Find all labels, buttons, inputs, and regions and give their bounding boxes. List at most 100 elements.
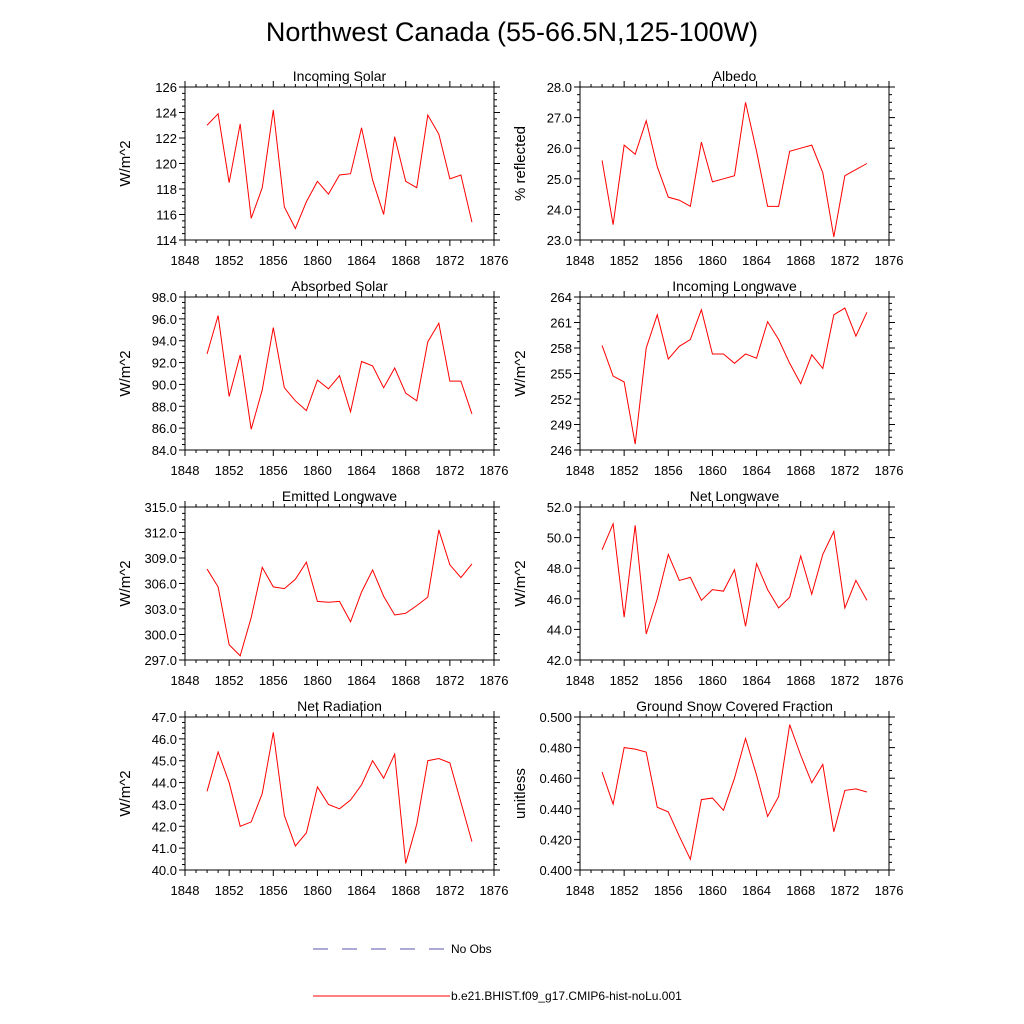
- x-tick-label-ground-snow-covered-fraction: 1864: [742, 883, 771, 898]
- panel-incoming-longwave: Incoming Longwave 1848 1852 1856 1860 1864 186…: [512, 278, 903, 478]
- panel-emitted-longwave: Emitted Longwave 1848 1852 1856 1860 1864 1868…: [117, 488, 508, 688]
- x-tick-label-emitted-longwave: 1848: [171, 673, 200, 688]
- x-tick-label-net-longwave: 1852: [610, 673, 639, 688]
- panel-title-albedo: Albedo: [713, 68, 757, 84]
- y-tick-label-albedo: 26.0: [547, 141, 572, 156]
- x-tick-label-net-longwave: 1856: [654, 673, 683, 688]
- x-tick-label-incoming-longwave: 1864: [742, 463, 771, 478]
- y-tick-label-net-radiation: 45.0: [152, 754, 177, 769]
- x-tick-label-incoming-solar: 1872: [435, 253, 464, 268]
- y-tick-label-net-radiation: 43.0: [152, 797, 177, 812]
- x-tick-label-absorbed-solar: 1876: [480, 463, 509, 478]
- panel-title-absorbed-solar: Absorbed Solar: [291, 278, 388, 294]
- y-tick-label-net-longwave: 42.0: [547, 653, 572, 668]
- y-tick-label-net-radiation: 47.0: [152, 710, 177, 725]
- y-tick-label-ground-snow-covered-fraction: 0.480: [539, 741, 572, 756]
- y-axis-label-emitted-longwave: W/m^2: [117, 560, 134, 606]
- x-tick-label-ground-snow-covered-fraction: 1876: [875, 883, 904, 898]
- x-tick-label-incoming-solar: 1852: [215, 253, 244, 268]
- y-tick-label-ground-snow-covered-fraction: 0.400: [539, 863, 572, 878]
- x-tick-label-albedo: 1876: [875, 253, 904, 268]
- y-axis-label-incoming-solar: W/m^2: [117, 140, 134, 186]
- y-tick-label-emitted-longwave: 303.0: [144, 602, 177, 617]
- x-tick-label-net-radiation: 1848: [171, 883, 200, 898]
- legend-label-model-run: b.e21.BHIST.f09_g17.CMIP6-hist-noLu.001: [451, 989, 682, 1003]
- y-tick-label-absorbed-solar: 88.0: [152, 399, 177, 414]
- panel-net-radiation: Net Radiation 1848 1852 1856 1860 1864 1868 187…: [117, 698, 508, 898]
- y-axis-label-absorbed-solar: W/m^2: [117, 350, 134, 396]
- y-tick-label-albedo: 27.0: [547, 111, 572, 126]
- y-tick-label-net-longwave: 50.0: [547, 531, 572, 546]
- y-tick-label-absorbed-solar: 86.0: [152, 421, 177, 436]
- x-tick-label-albedo: 1864: [742, 253, 771, 268]
- x-tick-label-net-longwave: 1876: [875, 673, 904, 688]
- panel-albedo: Albedo 1848 1852 1856 1860 1864 1868 1872 1876 23…: [512, 68, 903, 268]
- x-tick-label-net-radiation: 1864: [347, 883, 376, 898]
- y-axis-label-albedo: % reflected: [512, 126, 529, 201]
- x-tick-label-net-longwave: 1848: [566, 673, 595, 688]
- legend-label-no-obs: No Obs: [451, 942, 492, 956]
- x-tick-label-absorbed-solar: 1848: [171, 463, 200, 478]
- series-line-ground-snow-covered-fraction: [601, 724, 868, 861]
- x-tick-label-incoming-solar: 1876: [480, 253, 509, 268]
- y-axis-label-net-radiation: W/m^2: [117, 770, 134, 816]
- series-line-incoming-longwave: [601, 307, 868, 445]
- x-tick-label-albedo: 1852: [610, 253, 639, 268]
- x-tick-label-net-radiation: 1860: [303, 883, 332, 898]
- panel-title-incoming-solar: Incoming Solar: [293, 68, 387, 84]
- y-tick-label-emitted-longwave: 300.0: [144, 628, 177, 643]
- x-tick-label-albedo: 1868: [786, 253, 815, 268]
- y-tick-label-absorbed-solar: 92.0: [152, 356, 177, 371]
- x-tick-label-emitted-longwave: 1868: [391, 673, 420, 688]
- x-tick-label-net-longwave: 1872: [830, 673, 859, 688]
- series-line-net-longwave: [601, 521, 868, 635]
- x-tick-label-incoming-solar: 1856: [259, 253, 288, 268]
- x-tick-label-emitted-longwave: 1856: [259, 673, 288, 688]
- y-tick-label-net-longwave: 44.0: [547, 622, 572, 637]
- y-tick-label-emitted-longwave: 297.0: [144, 653, 177, 668]
- y-tick-label-incoming-solar: 126: [155, 80, 177, 95]
- x-tick-label-absorbed-solar: 1872: [435, 463, 464, 478]
- x-tick-label-incoming-longwave: 1860: [698, 463, 727, 478]
- y-tick-label-net-radiation: 42.0: [152, 819, 177, 834]
- x-tick-label-incoming-longwave: 1848: [566, 463, 595, 478]
- y-tick-label-absorbed-solar: 90.0: [152, 377, 177, 392]
- x-tick-label-incoming-longwave: 1852: [610, 463, 639, 478]
- y-tick-label-absorbed-solar: 84.0: [152, 443, 177, 458]
- panel-title-incoming-longwave: Incoming Longwave: [672, 278, 797, 294]
- x-tick-label-incoming-longwave: 1876: [875, 463, 904, 478]
- panels: Incoming Solar 1848 1852 1856 1860 1864 1868 18…: [117, 68, 903, 898]
- x-tick-label-incoming-solar: 1864: [347, 253, 376, 268]
- y-tick-label-emitted-longwave: 315.0: [144, 500, 177, 515]
- x-tick-label-absorbed-solar: 1852: [215, 463, 244, 478]
- x-tick-label-ground-snow-covered-fraction: 1848: [566, 883, 595, 898]
- x-tick-label-net-radiation: 1868: [391, 883, 420, 898]
- y-tick-label-incoming-solar: 116: [156, 208, 177, 223]
- panel-title-ground-snow-covered-fraction: Ground Snow Covered Fraction: [636, 698, 833, 714]
- y-tick-label-net-radiation: 44.0: [152, 776, 177, 791]
- x-tick-label-incoming-longwave: 1868: [786, 463, 815, 478]
- series-line-net-radiation: [206, 732, 473, 864]
- panel-incoming-solar: Incoming Solar 1848 1852 1856 1860 1864 1868 18…: [117, 68, 508, 268]
- x-tick-label-incoming-solar: 1848: [171, 253, 200, 268]
- y-tick-label-incoming-longwave: 252: [550, 392, 572, 407]
- x-tick-label-absorbed-solar: 1868: [391, 463, 420, 478]
- y-tick-label-incoming-solar: 118: [156, 182, 177, 197]
- y-tick-label-incoming-solar: 124: [155, 106, 177, 121]
- y-tick-label-net-radiation: 41.0: [152, 841, 177, 856]
- panel-absorbed-solar: Absorbed Solar 1848 1852 1856 1860 1864 1868 18…: [117, 278, 508, 478]
- y-tick-label-absorbed-solar: 98.0: [152, 290, 177, 305]
- x-tick-label-emitted-longwave: 1872: [435, 673, 464, 688]
- y-tick-label-absorbed-solar: 94.0: [152, 334, 177, 349]
- y-tick-label-incoming-longwave: 249: [550, 418, 572, 433]
- y-axis-label-ground-snow-covered-fraction: unitless: [512, 768, 529, 819]
- y-tick-label-incoming-solar: 114: [156, 233, 177, 248]
- x-tick-label-ground-snow-covered-fraction: 1852: [610, 883, 639, 898]
- x-tick-label-ground-snow-covered-fraction: 1860: [698, 883, 727, 898]
- x-tick-label-emitted-longwave: 1860: [303, 673, 332, 688]
- x-tick-label-ground-snow-covered-fraction: 1868: [786, 883, 815, 898]
- panel-title-net-longwave: Net Longwave: [690, 488, 780, 504]
- y-tick-label-incoming-solar: 122: [155, 131, 177, 146]
- x-tick-label-net-radiation: 1876: [480, 883, 509, 898]
- x-tick-label-net-radiation: 1856: [259, 883, 288, 898]
